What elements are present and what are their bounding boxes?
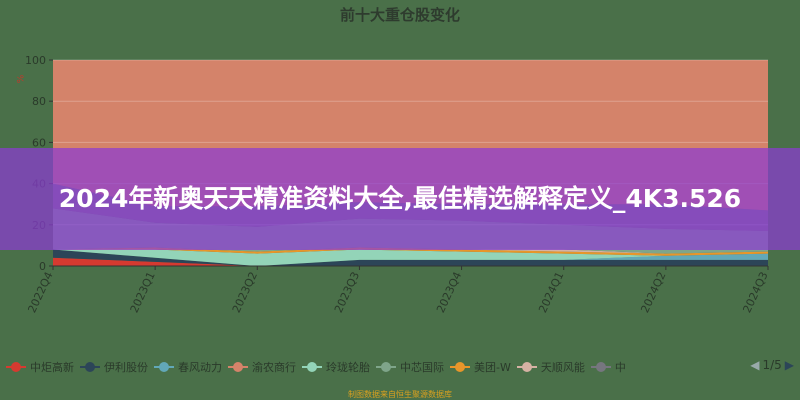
- footer-source: 制图数据来自恒生聚源数据库: [348, 390, 452, 399]
- area-series-0: [53, 257, 768, 266]
- legend-label: 中芯国际: [400, 361, 444, 374]
- legend-item[interactable]: 中炬高新: [6, 359, 74, 375]
- area-series-3: [53, 249, 768, 266]
- x-tick-label: 2023Q4: [434, 270, 464, 315]
- next-page-icon[interactable]: ▶: [784, 358, 794, 372]
- area-series-4: [53, 247, 768, 256]
- area-series-1: [53, 249, 768, 266]
- y-tick-label: 60: [32, 136, 46, 149]
- legend-item[interactable]: 中芯国际: [376, 359, 444, 375]
- x-tick-label: 2023Q1: [128, 270, 158, 315]
- legend-item[interactable]: 伊利股份: [80, 359, 148, 375]
- legend-item[interactable]: 渝农商行: [228, 359, 296, 375]
- x-tick-label: 2024Q3: [740, 270, 770, 315]
- legend-item[interactable]: 玲珑轮胎: [302, 359, 370, 375]
- legend-marker-icon: [80, 362, 100, 372]
- y-tick-label: 80: [32, 95, 46, 108]
- overlay-banner: 2024年新奥天天精准资料大全,最佳精选解释定义_4K3.526: [0, 148, 800, 250]
- legend-page-number: 1/5: [762, 358, 782, 372]
- legend-label: 玲珑轮胎: [326, 361, 370, 374]
- legend-marker-icon: [228, 362, 248, 372]
- legend: 中炬高新 伊利股份 春风动力 渝农商行 玲珑轮胎 中芯国际 美团-W 天顺风能 中: [0, 358, 800, 376]
- legend-label: 美团-W: [474, 361, 511, 374]
- y-tick-label: 0: [39, 260, 46, 273]
- prev-page-icon[interactable]: ◀: [750, 358, 760, 372]
- x-tick-label: 2023Q3: [332, 270, 362, 315]
- legend-item[interactable]: 中: [590, 359, 626, 375]
- area-series-2: [53, 249, 768, 266]
- legend-label: 中炬高新: [30, 361, 74, 374]
- area-series-5: [53, 247, 768, 254]
- legend-marker-icon: [376, 362, 396, 372]
- x-tick-label: 2023Q2: [230, 270, 260, 315]
- x-tick-label: 2024Q1: [536, 270, 566, 315]
- x-tick-label: 2022Q4: [25, 270, 55, 315]
- legend-marker-icon: [154, 362, 174, 372]
- legend-marker-icon: [590, 362, 611, 372]
- legend-item[interactable]: 天顺风能: [516, 359, 585, 375]
- legend-label: 伊利股份: [104, 361, 148, 374]
- legend-marker-icon: [302, 362, 322, 372]
- y-tick-label: 100: [25, 54, 46, 67]
- x-tick-label: 2024Q2: [638, 270, 668, 315]
- legend-marker-icon: [516, 362, 537, 372]
- legend-pager: ◀ 1/5 ▶: [750, 358, 794, 372]
- legend-label: 渝农商行: [252, 361, 296, 374]
- legend-label: 中: [614, 361, 626, 374]
- legend-item[interactable]: 春风动力: [154, 359, 222, 375]
- legend-marker-icon: [450, 362, 470, 372]
- legend-label: 春风动力: [178, 361, 222, 374]
- legend-marker-icon: [6, 362, 26, 372]
- chart-title: 前十大重仓股变化: [339, 6, 460, 24]
- overlay-text: 2024年新奥天天精准资料大全,最佳精选解释定义_4K3.526: [58, 184, 742, 213]
- legend-label: 天顺风能: [540, 361, 585, 374]
- legend-item[interactable]: 美团-W: [450, 359, 511, 375]
